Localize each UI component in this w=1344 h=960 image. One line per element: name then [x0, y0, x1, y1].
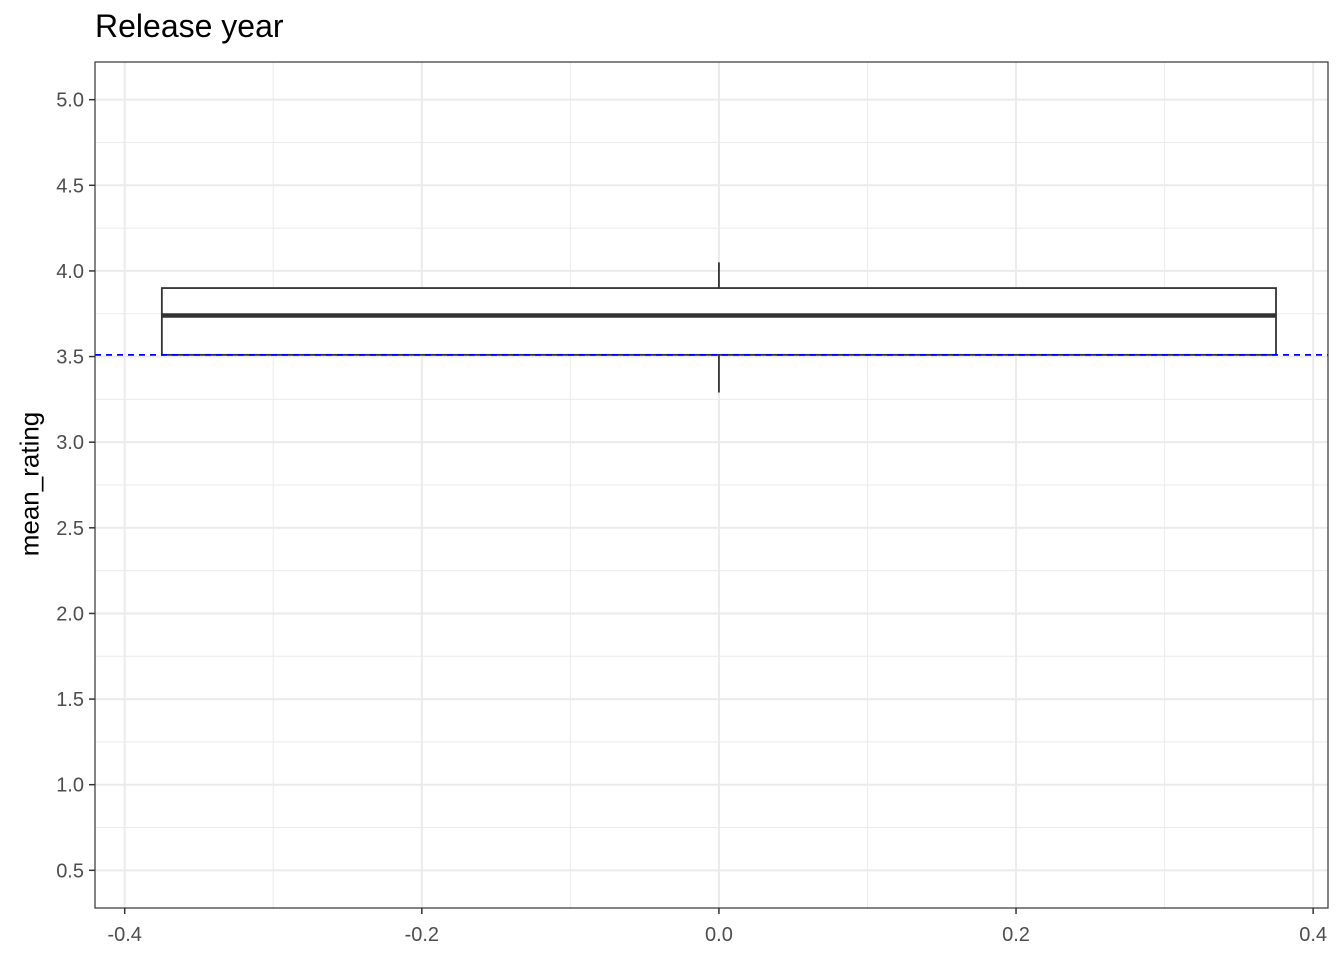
y-tick-label: 4.0 — [56, 261, 84, 283]
x-tick-label: 0.4 — [1299, 924, 1327, 946]
x-tick-label: 0.2 — [1002, 924, 1030, 946]
y-tick-label: 3.0 — [56, 432, 84, 454]
minor-gridlines — [95, 62, 1328, 908]
axis-ticks — [89, 98, 1314, 914]
y-tick-label: 3.5 — [56, 347, 84, 369]
y-tick-label: 5.0 — [56, 90, 84, 112]
box-marks — [160, 262, 1277, 393]
chart-title: Release year — [95, 8, 284, 44]
y-tick-label: 1.0 — [56, 775, 84, 797]
x-tick-label: 0.0 — [705, 924, 733, 946]
axis-tick-labels: -0.4 -0.2 0.0 0.2 0.4 0.5 1.0 1.5 2.0 2.5 3.0 3.5 4.… — [56, 90, 1327, 946]
y-tick-label: 1.5 — [56, 689, 84, 711]
y-tick-label: 2.5 — [56, 518, 84, 540]
x-tick-label: -0.2 — [405, 924, 439, 946]
panel-border — [94, 61, 1329, 909]
iqr-box — [160, 287, 1277, 356]
major-gridlines — [95, 62, 1328, 908]
y-tick-label: 2.0 — [56, 603, 84, 625]
y-tick-label: 4.5 — [56, 175, 84, 197]
x-tick-label: -0.4 — [107, 924, 141, 946]
y-tick-label: 0.5 — [56, 860, 84, 882]
